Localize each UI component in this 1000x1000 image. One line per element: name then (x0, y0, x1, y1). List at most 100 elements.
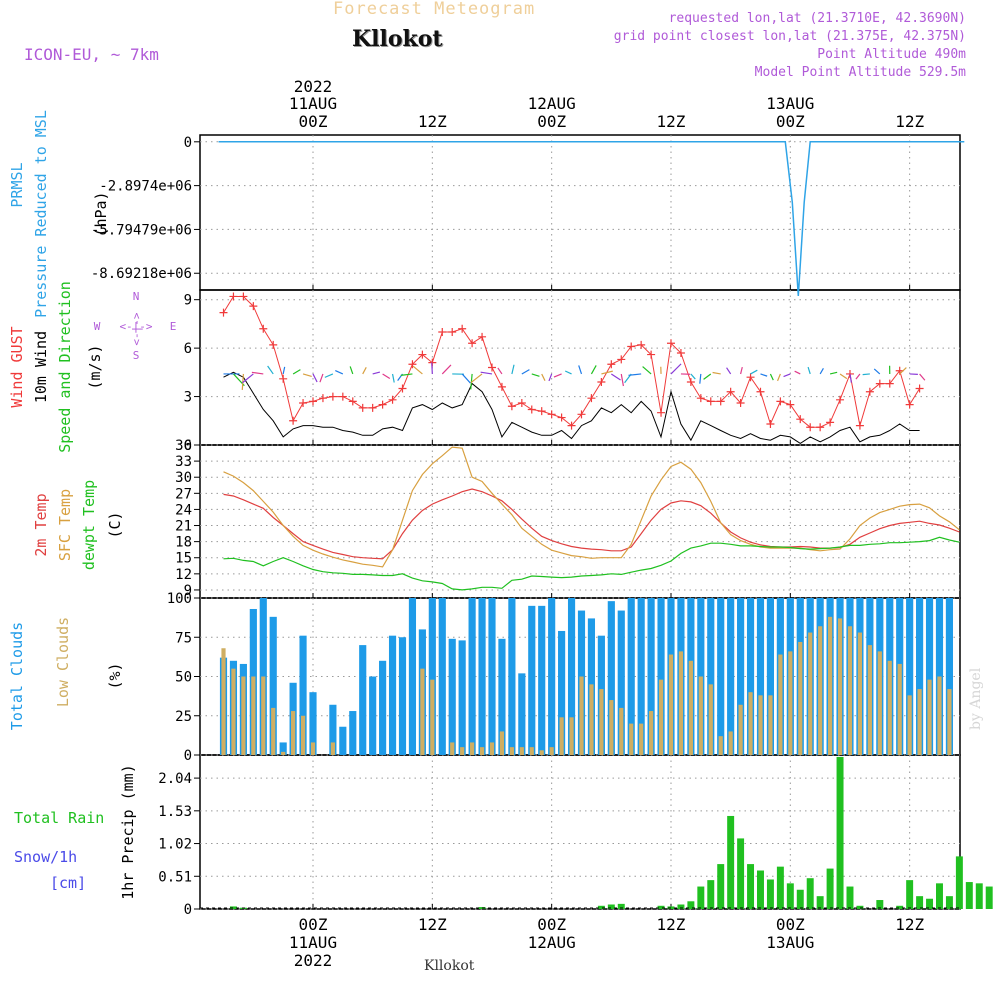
compass-s: S (133, 349, 140, 362)
total-cloud-bar (518, 673, 526, 755)
temp2m-line (223, 488, 960, 560)
gust-marker (418, 350, 427, 359)
gust-marker (666, 339, 675, 348)
bottom-axis-hour: 12Z (418, 915, 447, 934)
compass-ns-arrow: <-|-> (130, 312, 143, 345)
temp2m-label: 2m Temp (32, 493, 50, 556)
bottom-axis-day: 11AUG (289, 933, 337, 952)
total-cloud-bar (398, 637, 407, 755)
wind-direction-arrow (302, 373, 312, 378)
total-cloud-bar (707, 598, 715, 755)
total-cloud-bar (388, 635, 397, 755)
low-cloud-bar (907, 695, 912, 755)
gust-marker (776, 397, 785, 406)
gust-marker (438, 327, 447, 336)
rain-bar (955, 856, 963, 909)
low-cloud-bar (261, 676, 266, 755)
total-cloud-bar (756, 598, 765, 755)
gust-marker (826, 418, 835, 427)
rain-bar (607, 904, 615, 909)
low-cloud-bar (549, 747, 554, 755)
panel-frame-2 (199, 444, 961, 599)
low-cloud-bar (291, 711, 296, 755)
compass-n: N (133, 290, 140, 303)
total-cloud-bar (359, 645, 367, 755)
rain-bar (965, 882, 973, 909)
top-axis-day: 13AUG (766, 94, 814, 113)
total-clouds-label: Total Clouds (8, 622, 26, 730)
rain-bar (776, 866, 784, 909)
total-cloud-bar (916, 598, 924, 755)
wind-direction-arrow (726, 367, 732, 375)
wind-direction-arrow (441, 364, 452, 375)
rain-bar (816, 896, 824, 909)
low-cloud-bar (738, 704, 743, 755)
low-cloud-bar (688, 660, 693, 755)
wind-direction-arrow (382, 373, 391, 379)
y-tick-label: 2.04 (158, 771, 192, 787)
compass-e: E (170, 320, 177, 333)
wind-direction-arrow (511, 364, 515, 375)
gust-marker (796, 415, 805, 424)
low-cloud-bar (460, 747, 465, 755)
total-cloud-bar (428, 598, 436, 755)
rain-bar (617, 903, 625, 909)
gust-marker (398, 384, 407, 393)
total-cloud-bar (558, 630, 566, 755)
wind-direction-arrow (391, 373, 395, 383)
total-cloud-bar (657, 598, 665, 755)
gust-marker (786, 400, 795, 409)
point-altitude: Point Altitude 490m (817, 47, 966, 62)
low-cloud-bar (649, 711, 654, 755)
compass-ew-arrow: <-|-> (119, 320, 152, 333)
low-cloud-bar (758, 695, 763, 755)
low-cloud-bar (599, 689, 604, 755)
low-cloud-bar (330, 742, 335, 755)
gust-marker (637, 340, 646, 349)
low-cloud-bar (927, 679, 932, 755)
low-cloud-bar (221, 648, 226, 755)
bottom-axis-hour: 00Z (776, 915, 805, 934)
low-cloud-bar (698, 676, 703, 755)
compass-w: W (94, 320, 101, 333)
low-cloud-bar (529, 747, 534, 755)
wind-direction-arrow (590, 365, 597, 375)
footer-location: Kllokot (424, 958, 475, 974)
low-cloud-bar (231, 668, 236, 755)
low-cloud-bar (499, 731, 505, 755)
y-tick-label: 1.53 (158, 804, 192, 820)
wind-direction-arrow (372, 371, 381, 375)
y-tick-label: 0 (184, 902, 192, 918)
pressure-label: PRMSL (8, 162, 26, 207)
total-cloud-bar (627, 598, 635, 755)
wind-unit: (m/s) (86, 344, 104, 389)
total-cloud-bar (448, 638, 456, 755)
sfc-temp-line (223, 446, 960, 568)
rain-bar (945, 896, 953, 909)
dewpt-line (223, 536, 960, 591)
wind-direction-arrow (807, 366, 811, 375)
gust-marker (318, 394, 327, 403)
rain-bar (846, 886, 854, 909)
model-altitude: Model Point Altitude 529.5m (754, 65, 966, 80)
low-cloud-bar (947, 689, 952, 755)
low-cloud-bar (519, 747, 524, 755)
total-cloud-bar (637, 598, 645, 755)
gust-marker (219, 308, 228, 317)
y-tick-label: -5.79479e+06 (91, 222, 192, 238)
product-title: Forecast Meteogram (333, 0, 536, 19)
gust-marker (557, 413, 566, 422)
low-cloud-bar (430, 679, 435, 755)
wind-direction-arrow (312, 373, 318, 383)
y-tick-label: 15 (175, 551, 192, 567)
total-cloud-bar (766, 598, 775, 755)
low-cloud-bar (818, 626, 823, 755)
wind-direction-arrow (703, 373, 712, 380)
gust-marker (229, 292, 238, 301)
bottom-axis-day: 13AUG (766, 933, 814, 952)
total-cloud-bar (478, 598, 486, 755)
gust-marker (547, 410, 556, 419)
top-axis-hour: 00Z (299, 112, 328, 131)
